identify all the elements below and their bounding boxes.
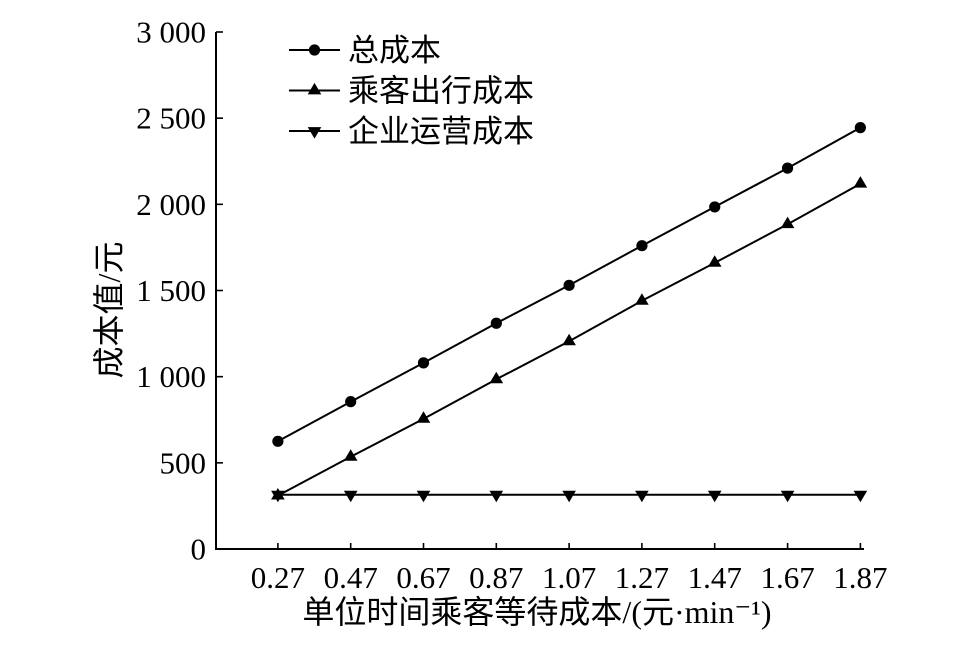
legend-marker xyxy=(308,44,321,56)
y-tick-label: 1 000 xyxy=(136,359,206,394)
legend-marker xyxy=(307,82,322,95)
x-tick-label: 1.67 xyxy=(760,560,814,595)
x-axis-label: 单位时间乘客等待成本/(元·min⁻¹) xyxy=(302,594,771,630)
y-tick-label: 500 xyxy=(160,445,207,480)
series-0-point xyxy=(272,435,284,447)
series-0-point xyxy=(563,279,575,291)
y-axis-label: 成本值/元 xyxy=(91,242,127,379)
series-2-point xyxy=(635,490,649,503)
series-0-point xyxy=(854,122,866,134)
series-1-point xyxy=(707,255,722,267)
series-0-point xyxy=(781,162,794,174)
x-tick-label: 0.67 xyxy=(396,560,450,595)
series-2-point xyxy=(343,490,358,503)
y-tick-label: 2 500 xyxy=(136,101,206,136)
y-tick-label: 1 500 xyxy=(136,273,206,308)
series-1-point xyxy=(416,411,431,423)
series-1-point xyxy=(562,333,576,346)
legend-marker xyxy=(307,127,322,139)
series-2-point xyxy=(562,490,576,503)
series-0-point xyxy=(709,201,721,213)
series-0-point xyxy=(345,396,357,408)
legend-item: 乘客出行成本 xyxy=(289,74,534,109)
series-2-point xyxy=(853,490,868,503)
series-2-point xyxy=(780,490,795,503)
series-2-point xyxy=(271,490,285,503)
y-tick-label: 0 xyxy=(191,532,207,567)
series-1-point xyxy=(853,176,868,188)
x-tick-label: 0.27 xyxy=(251,560,305,595)
y-tick-label: 2 000 xyxy=(136,187,206,222)
x-tick-label: 1.87 xyxy=(833,560,887,595)
series-2-point xyxy=(707,490,722,503)
legend-item: 企业运营成本 xyxy=(289,114,534,149)
x-tick-label: 1.47 xyxy=(688,560,742,595)
series-0-point xyxy=(417,357,430,369)
legend-label: 企业运营成本 xyxy=(348,114,534,149)
series-1-point xyxy=(780,216,795,229)
axes xyxy=(215,32,864,550)
x-tick-label: 0.47 xyxy=(324,560,378,595)
x-tick-label: 1.27 xyxy=(615,560,669,595)
series-markers xyxy=(271,122,868,503)
legend-label: 总成本 xyxy=(348,33,441,68)
series-1-point xyxy=(343,449,358,461)
series-2-point xyxy=(416,490,431,503)
y-ticks: 0 500 1 000 1 500 2 000 2 500 3 000 xyxy=(136,15,223,567)
x-tick-label: 0.87 xyxy=(469,560,523,595)
series-lines xyxy=(277,126,861,497)
series-1-point xyxy=(635,293,649,305)
x-tick-label: 1.07 xyxy=(542,560,596,595)
series-0-point xyxy=(636,240,648,252)
series-1-point xyxy=(489,371,504,384)
legend-item: 总成本 xyxy=(289,33,441,68)
legend-label: 乘客出行成本 xyxy=(348,74,534,109)
series-0-point xyxy=(490,317,502,329)
x-ticks: 0.27 0.47 0.67 0.87 1.07 1.27 1.47 1.67 1.87 xyxy=(251,543,888,595)
y-tick-label: 3 000 xyxy=(136,15,206,50)
series-2-point xyxy=(489,490,504,503)
